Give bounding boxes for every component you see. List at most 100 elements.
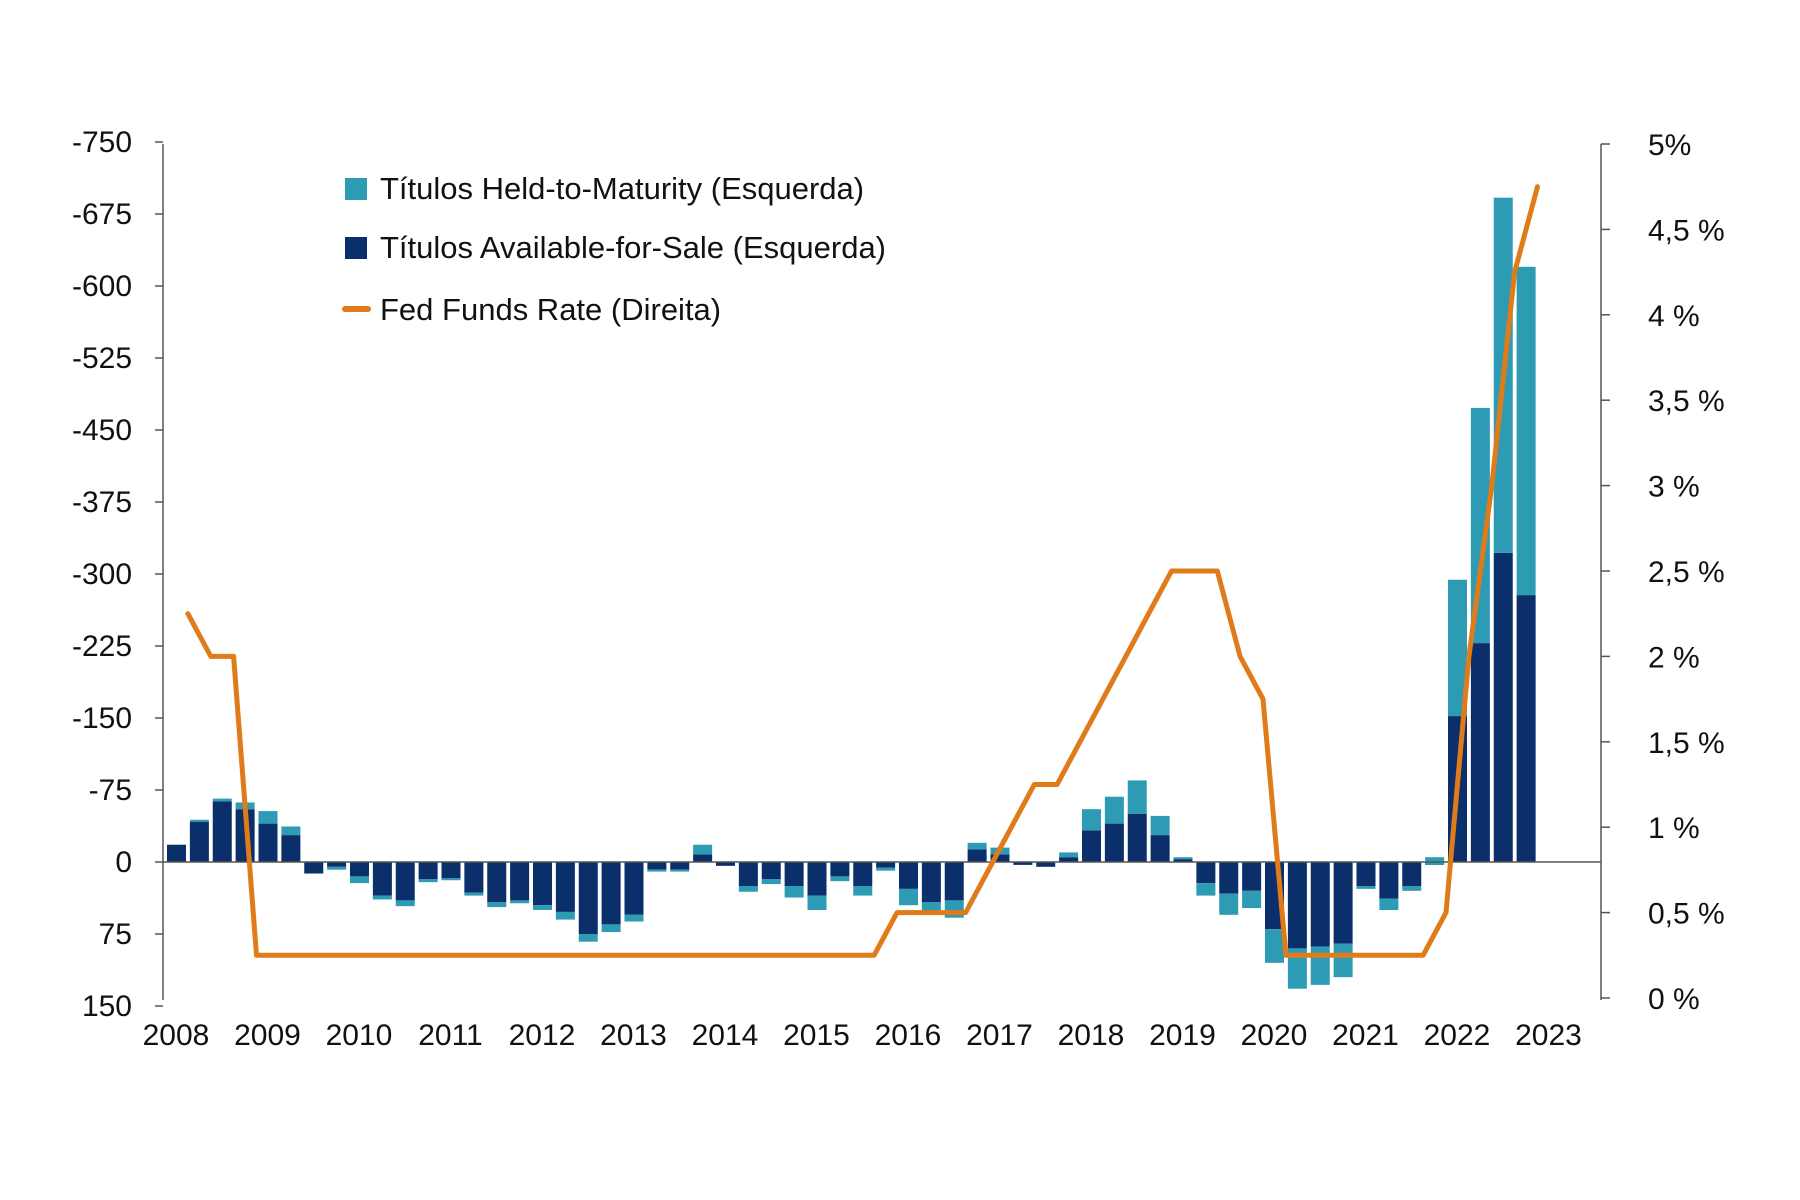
bar-afs xyxy=(967,849,987,862)
bar-afs xyxy=(212,801,232,862)
legend-label-afs: Títulos Available-for-Sale (Esquerda) xyxy=(380,230,886,265)
bar-afs xyxy=(1219,862,1239,894)
bar-htm xyxy=(487,902,507,908)
bar-afs xyxy=(1082,830,1101,862)
bar-htm xyxy=(372,895,392,900)
left-axis-tick-label: -675 xyxy=(72,198,132,231)
right-axis-tick-label: 5% xyxy=(1648,129,1691,162)
bar-afs xyxy=(1379,862,1399,899)
bar-afs xyxy=(761,862,781,880)
bar-htm xyxy=(1448,579,1467,717)
bar-htm xyxy=(441,878,461,881)
bar-afs xyxy=(510,862,530,901)
bar-afs xyxy=(304,862,324,874)
bar-htm xyxy=(555,911,575,920)
bar-htm xyxy=(281,826,301,836)
bar-htm xyxy=(1470,407,1490,644)
bar-htm xyxy=(1196,883,1216,896)
bar-afs xyxy=(899,862,918,889)
bar-htm xyxy=(1310,946,1330,985)
bar-afs xyxy=(1173,859,1193,862)
bar-afs xyxy=(1104,823,1124,862)
bar-afs xyxy=(533,862,552,906)
bar-afs xyxy=(1493,552,1513,862)
x-axis-year-label: 2022 xyxy=(1424,1019,1491,1052)
bar-afs xyxy=(1516,595,1536,862)
bar-htm xyxy=(1173,857,1193,860)
bar-htm xyxy=(1104,796,1124,824)
x-axis-year-label: 2019 xyxy=(1149,1019,1216,1052)
bar-afs xyxy=(441,862,461,879)
bar-htm xyxy=(1379,898,1399,910)
legend-swatch-afs xyxy=(345,237,367,259)
left-axis-tick-label: -750 xyxy=(72,126,132,159)
left-axis-tick-label: -300 xyxy=(72,558,132,591)
right-axis-tick-label: 0,5 % xyxy=(1648,898,1725,931)
bar-afs xyxy=(578,862,598,934)
x-axis-year-label: 2018 xyxy=(1058,1019,1125,1052)
bar-htm xyxy=(578,934,598,942)
bar-htm xyxy=(327,866,347,870)
bar-afs xyxy=(1150,835,1170,862)
bar-afs xyxy=(189,821,209,862)
bar-htm xyxy=(876,867,896,871)
bar-afs xyxy=(1036,862,1056,867)
bar-htm xyxy=(212,798,232,802)
bar-htm xyxy=(761,879,781,885)
bar-htm xyxy=(533,905,552,910)
left-axis-tick-label: -225 xyxy=(72,630,132,663)
bar-htm xyxy=(1516,266,1536,596)
x-axis-year-label: 2008 xyxy=(143,1019,210,1052)
left-axis-tick-label: -150 xyxy=(72,702,132,735)
x-axis-year-label: 2013 xyxy=(600,1019,667,1052)
bar-htm xyxy=(693,844,713,855)
bar-afs xyxy=(876,862,896,868)
x-axis-year-label: 2014 xyxy=(692,1019,759,1052)
bar-afs xyxy=(830,862,850,877)
bar-afs xyxy=(281,835,301,862)
bar-htm xyxy=(1082,809,1101,831)
bar-afs xyxy=(487,862,507,903)
x-axis-year-label: 2015 xyxy=(783,1019,850,1052)
bar-htm xyxy=(830,876,850,882)
bar-afs xyxy=(464,862,484,893)
bar-afs xyxy=(990,854,1010,862)
bar-afs xyxy=(738,862,758,886)
bar-htm xyxy=(967,842,987,850)
bar-afs xyxy=(258,823,278,862)
legend: Títulos Held-to-Maturity (Esquerda) Títu… xyxy=(342,171,886,327)
bar-afs xyxy=(1287,862,1307,949)
bar-afs xyxy=(670,862,690,870)
bar-htm xyxy=(784,886,804,898)
right-axis-tick-label: 1 % xyxy=(1648,812,1700,845)
bar-htm xyxy=(189,819,209,822)
bar-htm xyxy=(1287,948,1307,989)
x-axis-year-label: 2021 xyxy=(1332,1019,1399,1052)
legend-label-htm: Títulos Held-to-Maturity (Esquerda) xyxy=(380,171,864,206)
bar-afs xyxy=(1310,862,1330,947)
fed-funds-line xyxy=(185,184,1540,958)
legend-label-fed: Fed Funds Rate (Direita) xyxy=(380,292,721,327)
bar-afs xyxy=(1013,862,1033,865)
bar-afs xyxy=(1470,643,1490,862)
bar-afs xyxy=(693,854,713,862)
right-axis-tick-label: 1,5 % xyxy=(1648,727,1725,760)
bar-htm xyxy=(1356,886,1376,889)
left-axis-tick-label: -75 xyxy=(89,774,132,807)
bar-htm xyxy=(258,811,278,824)
bar-afs xyxy=(350,862,369,877)
bar-afs xyxy=(1196,862,1216,884)
bar-htm xyxy=(670,869,690,872)
bar-afs xyxy=(624,862,644,915)
right-axis-tick-label: 0 % xyxy=(1648,983,1700,1016)
bar-htm xyxy=(853,886,873,896)
bar-htm xyxy=(738,886,758,892)
bar-afs xyxy=(167,844,186,862)
x-axis-year-label: 2011 xyxy=(418,1019,483,1052)
right-axis-tick-label: 4,5 % xyxy=(1648,214,1725,247)
left-axis-tick-label: 75 xyxy=(99,918,132,951)
left-axis-tick-label: -375 xyxy=(72,486,132,519)
bar-htm xyxy=(807,895,827,910)
bar-afs xyxy=(1333,862,1353,944)
x-axis-year-label: 2017 xyxy=(966,1019,1033,1052)
